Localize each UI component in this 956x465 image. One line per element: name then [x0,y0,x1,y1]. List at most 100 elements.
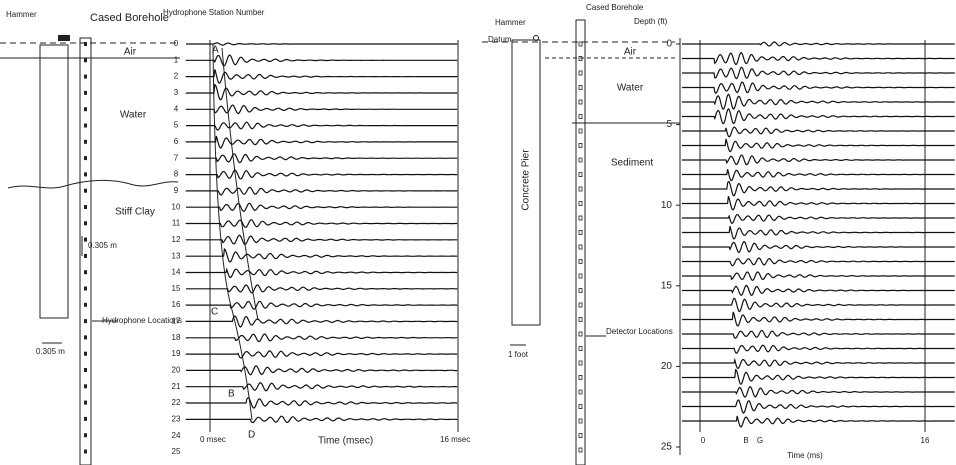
trace [185,69,458,84]
label: 0 msec [200,435,226,444]
station-number: 5 [174,121,179,130]
axis-label: Time (ms) [787,451,823,460]
traces: 0 5 10 15 20 25 [661,39,955,453]
trace [185,219,458,228]
pick: B [743,436,748,445]
casing-mark [578,346,583,351]
arrival: B [228,389,235,400]
trace [186,42,458,46]
trace [682,415,955,428]
trace [682,126,955,138]
trace [682,41,955,47]
trace [682,138,955,153]
label: Hydrophone Station Number [163,8,265,17]
casing-mark [84,172,87,177]
trace [682,51,955,66]
layer-label: Air [624,47,637,58]
casing-mark [578,41,583,47]
casing-mark [84,188,87,193]
trace [682,93,955,110]
casing-mark [84,237,87,242]
station-number: 16 [172,300,181,309]
casing-mark [84,449,87,454]
pier [511,39,541,326]
station-number: 6 [174,137,179,146]
casing-mark [84,139,87,144]
casing-mark [84,416,87,421]
station-number: 23 [172,414,181,423]
station-number: 19 [172,349,181,358]
casing-mark [84,400,87,405]
arrival: C [211,307,218,318]
trace [185,247,458,263]
borehole [575,19,586,465]
casing-mark [84,302,87,307]
station-number: 13 [172,251,181,260]
layer-label: Sediment [611,158,653,169]
trace [186,202,458,212]
layer-label: Stiff Clay [115,207,155,218]
casing-mark [84,384,87,389]
station-number: 4 [174,104,179,113]
label: 0.305 m [88,241,117,250]
trace [185,397,458,409]
casing-mark [84,42,87,46]
casing-mark [84,368,87,372]
trace [682,297,955,313]
trace [185,300,458,310]
traces: 0123456789101112131415161718192021222324… [172,39,458,456]
pick: G [757,436,763,445]
trace [682,368,955,385]
label: Concrete Pier [521,149,532,211]
pier [39,44,69,319]
depth-label: 25 [661,442,673,453]
trace [682,399,955,414]
label: Depth (ft) [634,17,668,26]
trace [185,234,458,245]
casing-mark [84,433,87,438]
casing-mark [84,123,87,128]
trace [682,344,955,354]
casing-mark [84,319,87,324]
label: Hydrophone Locations [102,316,182,325]
casing-mark [578,56,583,61]
clay-line [7,179,179,189]
trace [682,226,955,240]
casing-mark [84,253,87,258]
trace [185,104,458,115]
casing-marks [578,41,583,453]
casing-mark [578,215,583,221]
station-number: 2 [174,72,179,81]
casing-mark [84,156,87,161]
trace [682,180,955,197]
station-number: 11 [172,219,181,228]
casing-mark [84,351,87,356]
casing-mark [578,85,583,90]
label: Detector Locations [606,327,673,336]
casing-mark [578,447,583,453]
trace [185,267,458,278]
casing-mark [84,107,87,112]
casing-mark [578,143,583,148]
trace [186,365,458,376]
trace [682,385,955,398]
casing-mark [84,221,87,226]
casing-mark [578,99,583,105]
borehole [79,37,92,465]
layer-label: Air [124,47,137,58]
trace [186,284,458,294]
trace [682,81,955,94]
trace [185,153,458,164]
trace [682,271,955,281]
onset-curve [212,43,253,421]
casing-mark [578,273,583,279]
trace [682,257,955,267]
casing-mark [84,205,87,209]
casing-mark [578,259,583,264]
trace [682,169,955,182]
layer-label: Water [120,110,147,121]
label: Datum [488,35,512,44]
trace [185,54,458,67]
casing-mark [578,389,583,395]
